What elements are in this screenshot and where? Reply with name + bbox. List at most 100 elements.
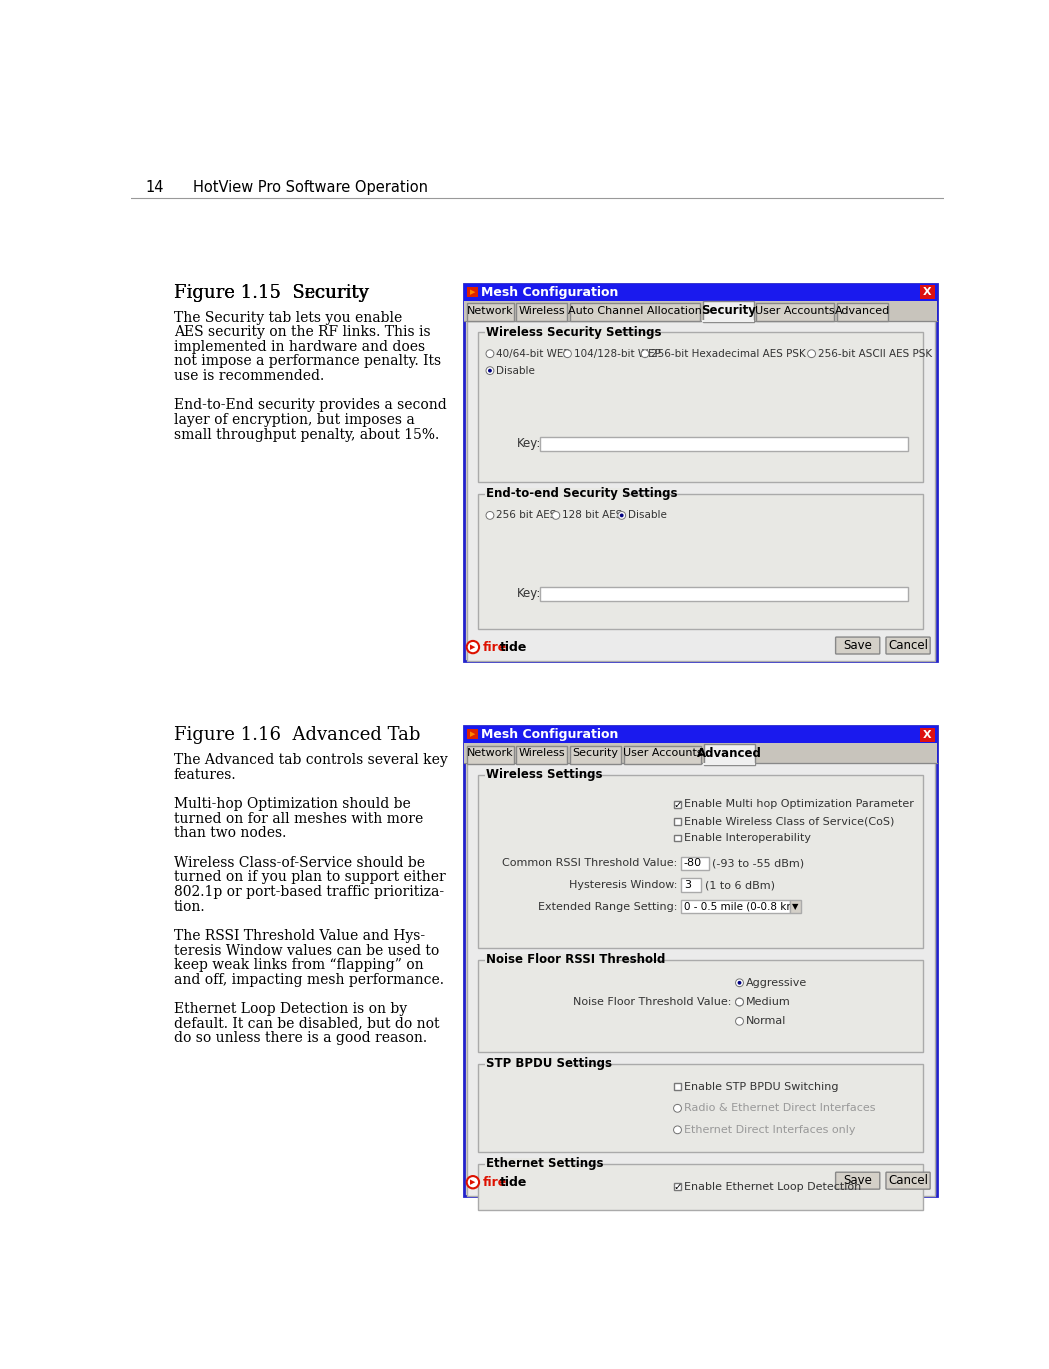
Text: Advanced: Advanced xyxy=(697,747,762,760)
FancyBboxPatch shape xyxy=(485,1158,573,1169)
Text: ▶: ▶ xyxy=(470,1179,475,1186)
FancyBboxPatch shape xyxy=(478,960,923,1053)
FancyBboxPatch shape xyxy=(478,1164,923,1210)
Text: AES security on the RF links. This is: AES security on the RF links. This is xyxy=(174,326,430,340)
Text: Wireless Settings: Wireless Settings xyxy=(486,768,602,782)
Text: 104/128-bit WEP: 104/128-bit WEP xyxy=(574,349,661,359)
Text: layer of encryption, but imposes a: layer of encryption, but imposes a xyxy=(174,413,414,427)
Circle shape xyxy=(620,513,624,517)
Text: 128 bit AES: 128 bit AES xyxy=(562,511,622,520)
FancyBboxPatch shape xyxy=(465,301,937,320)
FancyBboxPatch shape xyxy=(920,728,935,742)
Text: The RSSI Threshold Value and Hys-: The RSSI Threshold Value and Hys- xyxy=(174,930,425,943)
Text: Key:: Key: xyxy=(517,587,541,601)
FancyBboxPatch shape xyxy=(570,746,621,764)
Circle shape xyxy=(488,368,492,372)
Text: Radio & Ethernet Direct Interfaces: Radio & Ethernet Direct Interfaces xyxy=(684,1103,875,1113)
Circle shape xyxy=(619,512,625,519)
Circle shape xyxy=(487,512,493,519)
Text: turned on for all meshes with more: turned on for all meshes with more xyxy=(174,812,423,826)
Text: ✓: ✓ xyxy=(673,1183,682,1192)
FancyBboxPatch shape xyxy=(468,303,514,322)
Text: Cancel: Cancel xyxy=(889,1175,928,1187)
Text: Key:: Key: xyxy=(517,437,541,450)
Text: 3: 3 xyxy=(684,880,690,890)
FancyBboxPatch shape xyxy=(516,303,568,322)
FancyBboxPatch shape xyxy=(465,283,937,301)
Text: X: X xyxy=(923,287,932,297)
FancyBboxPatch shape xyxy=(485,489,625,500)
Text: 0 - 0.5 mile (0-0.8 km): 0 - 0.5 mile (0-0.8 km) xyxy=(684,902,800,912)
Text: -80: -80 xyxy=(684,858,702,868)
Text: use is recommended.: use is recommended. xyxy=(174,370,324,383)
Circle shape xyxy=(737,980,742,984)
Text: turned on if you plan to support either: turned on if you plan to support either xyxy=(174,871,446,884)
Circle shape xyxy=(553,512,559,519)
FancyBboxPatch shape xyxy=(704,745,755,765)
FancyBboxPatch shape xyxy=(468,730,477,739)
Text: Enable Ethernet Loop Detection: Enable Ethernet Loop Detection xyxy=(685,1181,861,1192)
Text: Common RSSI Threshold Value:: Common RSSI Threshold Value: xyxy=(502,858,678,868)
Text: not impose a performance penalty. Its: not impose a performance penalty. Its xyxy=(174,355,441,368)
Text: than two nodes.: than two nodes. xyxy=(174,827,286,841)
FancyBboxPatch shape xyxy=(756,303,834,322)
Text: Medium: Medium xyxy=(746,997,791,1008)
FancyBboxPatch shape xyxy=(682,899,790,913)
Circle shape xyxy=(467,1176,479,1188)
FancyBboxPatch shape xyxy=(836,637,880,654)
FancyBboxPatch shape xyxy=(790,899,800,913)
Circle shape xyxy=(487,350,493,357)
FancyBboxPatch shape xyxy=(465,727,937,1197)
Text: Wireless: Wireless xyxy=(518,305,565,316)
Circle shape xyxy=(736,999,743,1005)
FancyBboxPatch shape xyxy=(516,746,568,764)
FancyBboxPatch shape xyxy=(675,801,681,808)
Text: Aggressive: Aggressive xyxy=(746,977,807,988)
Text: Hysteresis Window:: Hysteresis Window: xyxy=(570,880,678,890)
FancyBboxPatch shape xyxy=(465,727,937,743)
Circle shape xyxy=(736,1019,743,1024)
Text: Security: Security xyxy=(701,304,755,318)
FancyBboxPatch shape xyxy=(478,333,923,482)
Circle shape xyxy=(487,367,493,374)
Text: Enable STP BPDU Switching: Enable STP BPDU Switching xyxy=(685,1082,839,1091)
Text: fire: fire xyxy=(483,1176,508,1188)
FancyBboxPatch shape xyxy=(478,1064,923,1153)
FancyBboxPatch shape xyxy=(465,283,937,661)
Text: User Accounts: User Accounts xyxy=(623,749,702,758)
FancyBboxPatch shape xyxy=(675,1083,681,1090)
FancyBboxPatch shape xyxy=(703,301,754,322)
Text: Noise Floor RSSI Threshold: Noise Floor RSSI Threshold xyxy=(486,953,665,967)
FancyBboxPatch shape xyxy=(886,1172,930,1190)
Circle shape xyxy=(736,999,743,1005)
Text: 256-bit Hexadecimal AES PSK: 256-bit Hexadecimal AES PSK xyxy=(651,349,806,359)
FancyBboxPatch shape xyxy=(675,817,681,824)
FancyBboxPatch shape xyxy=(478,775,923,949)
FancyBboxPatch shape xyxy=(485,1058,573,1069)
Text: Figure 1.16  Advanced Tab: Figure 1.16 Advanced Tab xyxy=(174,727,421,745)
FancyBboxPatch shape xyxy=(886,637,930,654)
Text: ▼: ▼ xyxy=(792,902,798,910)
Text: 802.1p or port-based traffic prioritiza-: 802.1p or port-based traffic prioritiza- xyxy=(174,884,444,899)
Text: keep weak links from “flapping” on: keep weak links from “flapping” on xyxy=(174,958,424,972)
Text: ▶: ▶ xyxy=(470,643,475,650)
Text: Mesh Configuration: Mesh Configuration xyxy=(481,728,619,742)
Text: Ethernet Loop Detection is on by: Ethernet Loop Detection is on by xyxy=(174,1002,407,1016)
Text: tide: tide xyxy=(500,1176,528,1188)
Text: 256 bit AES: 256 bit AES xyxy=(496,511,557,520)
FancyBboxPatch shape xyxy=(682,857,708,871)
Text: (-93 to -55 dBm): (-93 to -55 dBm) xyxy=(712,858,805,868)
Text: The Security tab lets you enable: The Security tab lets you enable xyxy=(174,311,402,324)
FancyBboxPatch shape xyxy=(836,303,889,322)
Text: Normal: Normal xyxy=(746,1016,786,1027)
Circle shape xyxy=(675,1127,681,1134)
Text: End-to-End security provides a second: End-to-End security provides a second xyxy=(174,398,447,412)
Text: fire: fire xyxy=(483,641,508,653)
Text: Wireless Class-of-Service should be: Wireless Class-of-Service should be xyxy=(174,856,425,869)
Text: Network: Network xyxy=(467,749,514,758)
Text: Advanced: Advanced xyxy=(835,305,890,316)
FancyBboxPatch shape xyxy=(920,285,935,298)
FancyBboxPatch shape xyxy=(485,954,616,965)
Text: Cancel: Cancel xyxy=(889,639,928,652)
Text: small throughput penalty, about 15%.: small throughput penalty, about 15%. xyxy=(174,427,438,442)
